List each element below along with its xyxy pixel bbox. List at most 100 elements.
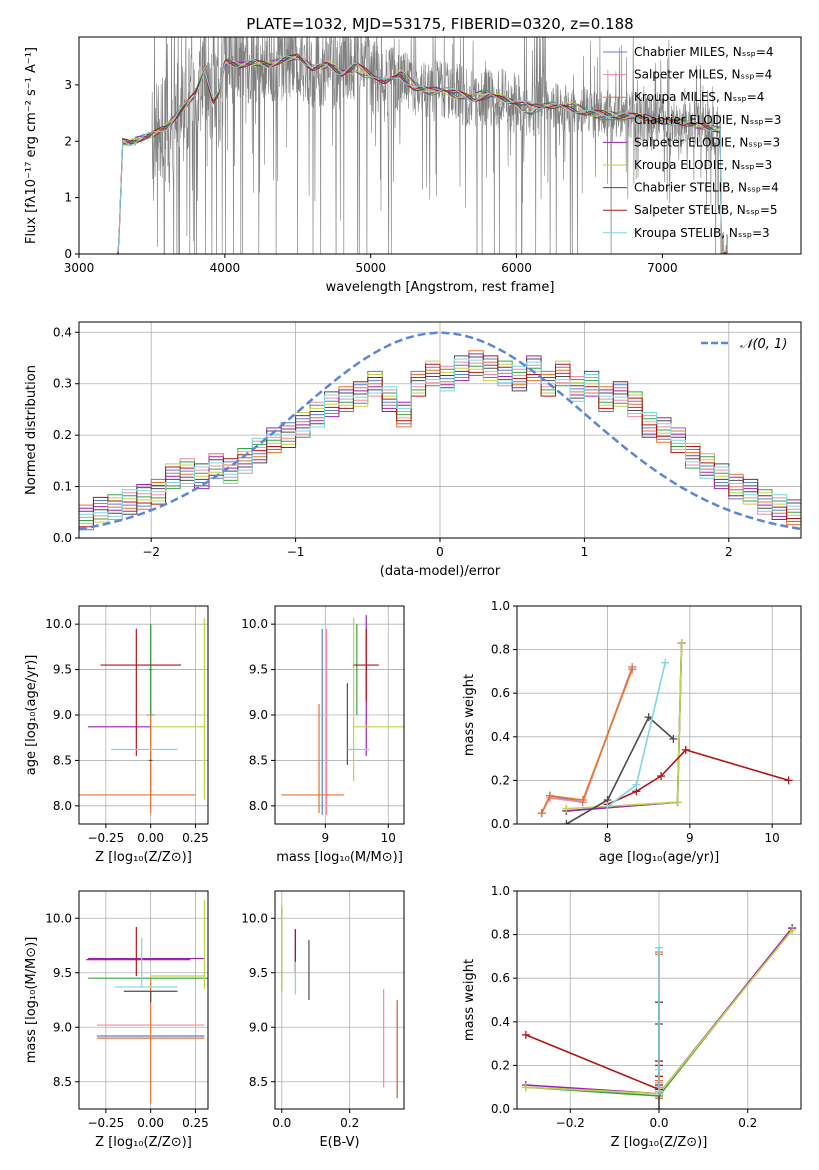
y-tick-label: 0.2 bbox=[53, 428, 72, 442]
x-tick-label: −0.2 bbox=[556, 1116, 585, 1130]
histogram-salpeter_stelib bbox=[79, 355, 801, 528]
plot-area bbox=[79, 617, 206, 814]
series-marker bbox=[562, 804, 571, 813]
axes-residuals: −2 −1 0 1 2 0.0 0.1 0.2 0.3 0.4 (data-model)/error… bbox=[24, 321, 802, 579]
errorbar-salpeter-stelib bbox=[86, 926, 191, 977]
y-tick-label: 3 bbox=[64, 78, 72, 92]
x-tick-label: 10 bbox=[765, 831, 780, 845]
axes-frame bbox=[78, 36, 802, 255]
y-tick-label: 8.5 bbox=[249, 1075, 268, 1089]
legend-label: Salpeter MILES, Nₛₛₚ=4 bbox=[634, 68, 772, 82]
legend-spectrum: Chabrier MILES, Nₛₛₚ=4 Salpeter MILES, Nₛ… bbox=[603, 45, 781, 240]
y-tick-label: 0.1 bbox=[53, 480, 72, 494]
line-series-kroupa-elodie bbox=[562, 639, 686, 813]
line-series-chabrier-elodie bbox=[562, 639, 686, 815]
series-marker bbox=[603, 802, 612, 811]
histogram-kroupa_stelib bbox=[79, 358, 801, 517]
legend-label: Kroupa MILES, Nₛₛₚ=4 bbox=[634, 90, 764, 104]
y-tick-label: 0.0 bbox=[53, 531, 72, 545]
y-tick-label: 9.0 bbox=[249, 1020, 268, 1034]
series-marker bbox=[562, 820, 571, 824]
y-tick-label: 9.5 bbox=[249, 663, 268, 677]
x-tick-label: 8 bbox=[604, 831, 612, 845]
series-marker bbox=[655, 1065, 663, 1074]
y-tick-label: 0.8 bbox=[491, 928, 510, 942]
x-tick-label: 0.2 bbox=[340, 1116, 359, 1130]
plot-area bbox=[521, 924, 797, 1109]
y-tick-label: 9.0 bbox=[53, 708, 72, 722]
x-tick-label: 6000 bbox=[501, 261, 532, 275]
series-marker bbox=[521, 1083, 530, 1092]
x-tick-label: 1 bbox=[581, 545, 589, 559]
y-tick-label: 10.0 bbox=[241, 911, 268, 925]
x-axis-label: mass [log₁₀(M/M⊙)] bbox=[276, 850, 403, 865]
y-axis-label: mass weight bbox=[462, 674, 477, 756]
line-series-kroupa-stelib bbox=[655, 943, 663, 1096]
series-marker bbox=[578, 796, 587, 805]
y-tick-label: 9.5 bbox=[53, 663, 72, 677]
legend-label: Kroupa ELODIE, Nₛₛₚ=3 bbox=[634, 158, 772, 172]
axes-massweight_vs_z: −0.2 0.0 0.2 0.0 0.2 0.4 0.6 0.8 1.0 Z [log₁₀(Z/Z… bbox=[462, 884, 802, 1150]
y-tick-label: 8.5 bbox=[249, 753, 268, 767]
y-tick-label: 0.6 bbox=[491, 686, 510, 700]
series-marker bbox=[655, 943, 663, 952]
plot-area bbox=[537, 639, 793, 824]
x-axis-label: Z [log₁₀(Z/Z⊙)] bbox=[95, 1135, 192, 1150]
plot-area bbox=[281, 615, 404, 815]
series-marker bbox=[784, 776, 793, 785]
axes-frame bbox=[78, 890, 209, 1110]
y-tick-label: 2 bbox=[64, 134, 72, 148]
line-series-salpeter-stelib bbox=[603, 745, 793, 809]
errorbar-kroupa-stelib bbox=[114, 937, 178, 988]
x-tick-label: 0 bbox=[436, 545, 444, 559]
y-tick-label: 1.0 bbox=[491, 884, 510, 898]
plots-layer: 3000 4000 5000 6000 7000 0 1 2 3 wavelength [Angs… bbox=[24, 36, 802, 1150]
model-chabrier_stelib bbox=[116, 53, 728, 254]
x-tick-label: −0.25 bbox=[87, 831, 124, 845]
series-marker bbox=[537, 809, 546, 818]
x-axis-label: wavelength [Angstrom, rest frame] bbox=[326, 280, 555, 295]
series-line bbox=[565, 715, 674, 824]
x-tick-label: 9 bbox=[322, 831, 330, 845]
x-tick-label: 2 bbox=[725, 545, 733, 559]
legend-label: Salpeter STELIB, Nₛₛₚ=5 bbox=[634, 203, 778, 217]
axes-frame bbox=[516, 605, 802, 825]
y-tick-label: 0.0 bbox=[491, 1102, 510, 1116]
series-marker bbox=[644, 713, 653, 722]
line-series-salpeter-miles bbox=[537, 663, 637, 818]
y-axis-label: mass weight bbox=[462, 959, 477, 1041]
series-marker bbox=[628, 665, 637, 674]
legend-label: Kroupa STELIB, Nₛₛₚ=3 bbox=[634, 226, 770, 240]
y-tick-label: 0.6 bbox=[491, 971, 510, 985]
y-tick-label: 1 bbox=[64, 191, 72, 205]
series-marker bbox=[661, 658, 670, 667]
y-axis-label: mass [log₁₀(M/M⊙)] bbox=[24, 937, 39, 1064]
y-tick-label: 10.0 bbox=[45, 911, 72, 925]
legend-label: Chabrier ELODIE, Nₛₛₚ=3 bbox=[634, 113, 781, 127]
y-axis-label: age [log₁₀(age/yr)] bbox=[24, 655, 39, 776]
errorbar-kroupa-miles bbox=[79, 704, 196, 814]
errorbar-kroupa-miles bbox=[281, 704, 345, 814]
line-series-salpeter-stelib bbox=[521, 1030, 663, 1094]
y-tick-label: 0.2 bbox=[491, 1058, 510, 1072]
series-marker bbox=[655, 1105, 663, 1109]
y-axis-label: Normed distribution bbox=[24, 365, 39, 495]
y-tick-label: 0.3 bbox=[53, 377, 72, 391]
x-axis-label: Z [log₁₀(Z/Z⊙)] bbox=[611, 1135, 708, 1150]
y-tick-label: 1.0 bbox=[491, 599, 510, 613]
plot-area bbox=[116, 37, 729, 254]
figure-title: PLATE=1032, MJD=53175, FIBERID=0320, z=0… bbox=[246, 15, 633, 33]
x-tick-label: 0.0 bbox=[272, 1116, 291, 1130]
y-tick-label: 0.4 bbox=[491, 730, 510, 744]
axes-frame bbox=[274, 890, 405, 1110]
y-tick-label: 0 bbox=[64, 247, 72, 261]
y-tick-label: 10.0 bbox=[45, 617, 72, 631]
model-kroupa_elodie bbox=[117, 53, 722, 254]
errorbar-kroupa-elodie bbox=[150, 899, 206, 990]
x-tick-label: 4000 bbox=[210, 261, 241, 275]
plot-area bbox=[281, 902, 398, 1099]
x-axis-label: (data-model)/error bbox=[380, 564, 501, 579]
y-axis-label: Flux [fλ10⁻¹⁷ erg cm⁻² s⁻¹ A⁻¹] bbox=[24, 47, 39, 244]
line-series-chabrier-stelib bbox=[562, 713, 678, 824]
x-tick-label: 3000 bbox=[64, 261, 95, 275]
